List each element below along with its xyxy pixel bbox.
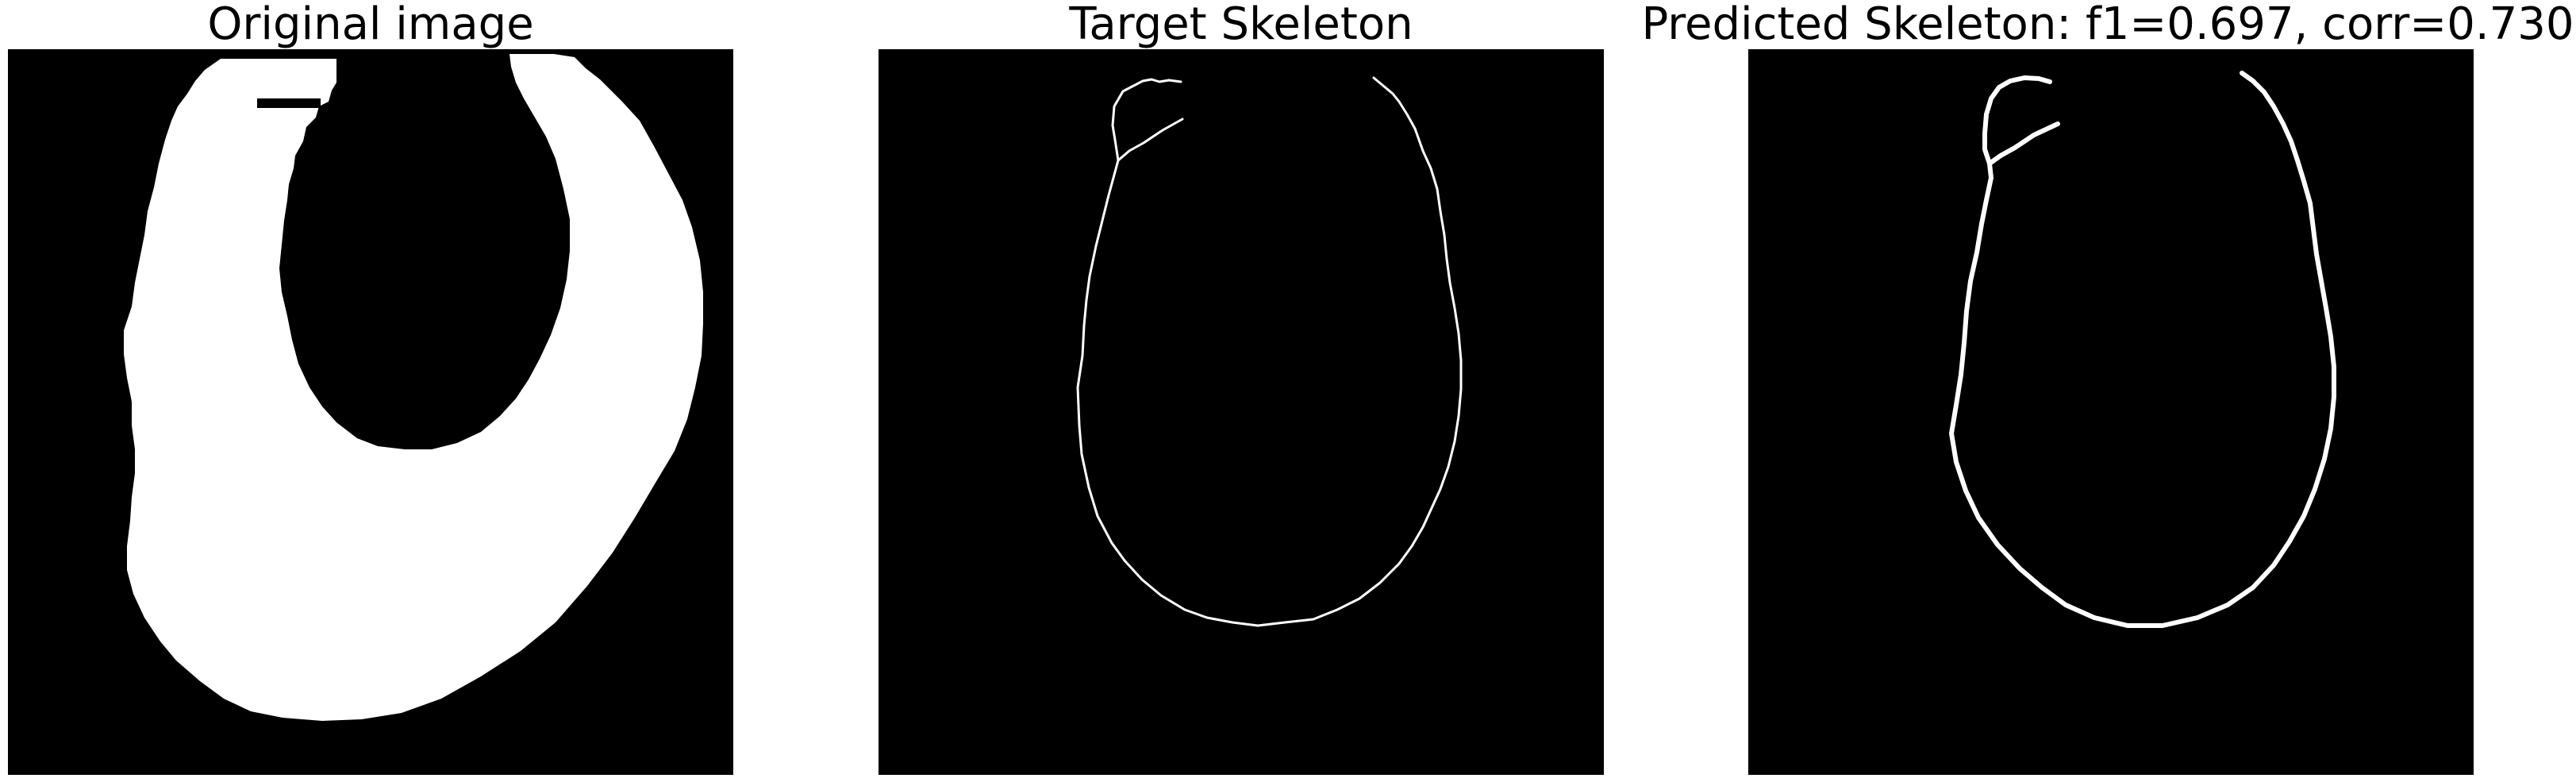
original-image-panel [8, 49, 733, 775]
predicted-skeleton [1949, 71, 2336, 628]
target-skeleton-title: Target Skeleton [1069, 0, 1413, 50]
target-skeleton [1076, 76, 1463, 627]
u-shape-blob [124, 54, 703, 721]
predicted-skeleton-loop [1949, 71, 2336, 628]
target-skeleton-branch [1117, 117, 1184, 162]
target-skeleton-loop [1076, 76, 1463, 627]
u-shape-notch [257, 98, 321, 108]
predicted-skeleton-panel [1748, 49, 2474, 775]
target-skeleton-panel [879, 49, 1604, 775]
predicted-skeleton-branch [1987, 121, 2060, 166]
predicted-skeleton-title: Predicted Skeleton: f1=0.697, corr=0.730 [1641, 0, 2574, 50]
original-image [124, 54, 703, 721]
original-image-title: Original image [207, 0, 534, 50]
